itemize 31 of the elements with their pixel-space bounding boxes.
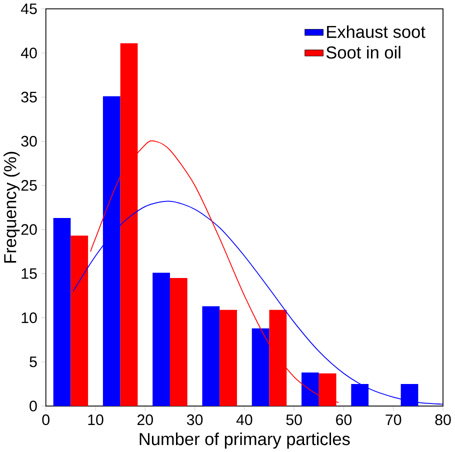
bar	[70, 236, 88, 406]
y-tick-label: 25	[21, 180, 37, 191]
bar	[252, 328, 270, 406]
x-tick-label: 40	[236, 414, 252, 426]
x-tick-label: 50	[286, 414, 302, 426]
y-axis-title: Frequency (%)	[4, 152, 20, 263]
x-tick-label: 30	[186, 414, 203, 426]
y-tick-label: 45	[20, 3, 37, 14]
y-tick-label: 20	[21, 224, 37, 235]
x-tick-label: 60	[336, 414, 352, 426]
bar	[220, 310, 237, 406]
x-tick-label: 10	[88, 414, 104, 426]
y-tick-label: 35	[21, 92, 37, 102]
bar	[53, 218, 71, 406]
x-tick-label: 20	[138, 414, 153, 426]
x-tick-label: 70	[386, 414, 402, 426]
bar	[302, 372, 319, 406]
legend-label: Exhaust soot	[327, 25, 426, 38]
y-tick-label: 0	[30, 400, 37, 412]
y-tick-label: 15	[22, 268, 37, 279]
x-tick-label: 0	[42, 414, 50, 426]
y-tick-label: 10	[22, 312, 37, 324]
y-tick-label: 5	[30, 356, 37, 368]
x-tick-label: 80	[435, 414, 451, 426]
bar	[202, 306, 220, 406]
bar	[152, 272, 170, 406]
y-tick-label: 40	[20, 48, 37, 58]
x-axis-title: Number of primary particles	[140, 432, 350, 449]
legend-label: Soot in oil	[326, 46, 400, 58]
bar	[170, 278, 188, 406]
y-tick-label: 30	[21, 136, 37, 146]
